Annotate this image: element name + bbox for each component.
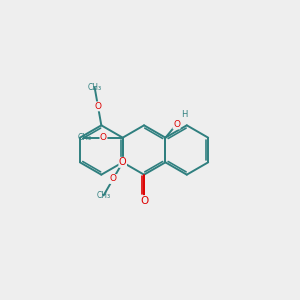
- Text: CH₃: CH₃: [88, 83, 102, 92]
- Text: H: H: [181, 110, 188, 119]
- Text: O: O: [110, 175, 117, 184]
- Text: O: O: [140, 196, 148, 206]
- Text: O: O: [100, 133, 107, 142]
- Text: O: O: [94, 102, 101, 111]
- Text: O: O: [173, 120, 180, 129]
- Text: CH₃: CH₃: [77, 133, 92, 142]
- Text: O: O: [119, 157, 127, 167]
- Text: CH₃: CH₃: [97, 191, 111, 200]
